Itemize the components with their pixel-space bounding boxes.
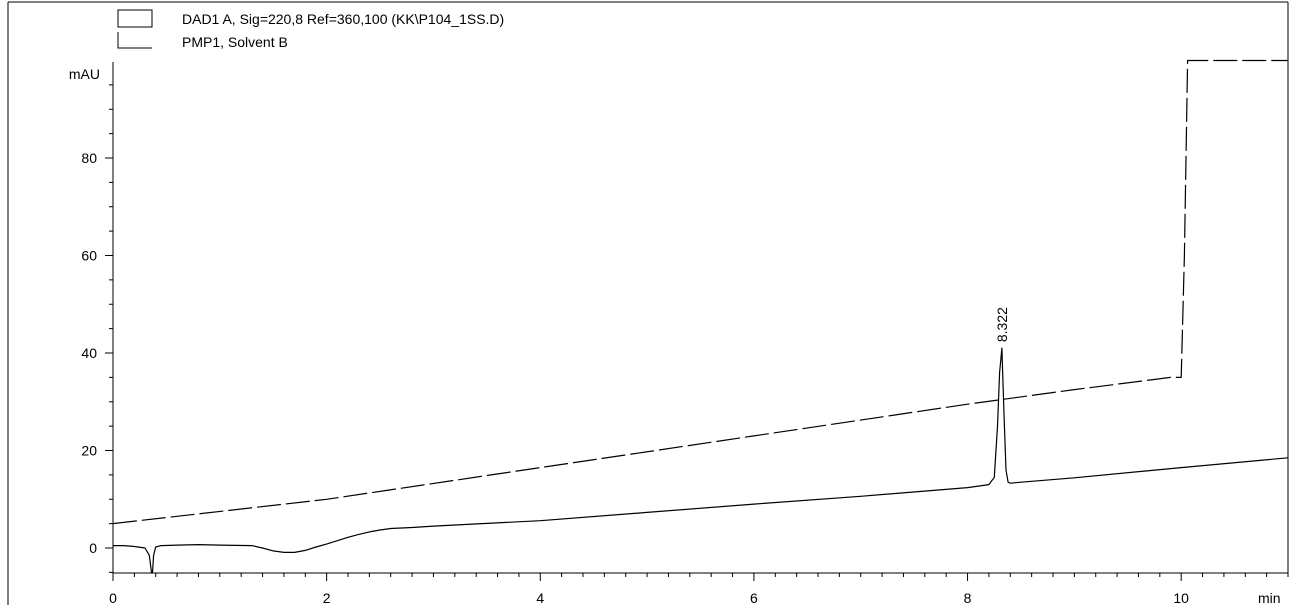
y-tick-label: 80	[81, 150, 97, 166]
x-tick-label: 2	[323, 590, 331, 606]
annotation-layer: 8.322	[994, 307, 1010, 342]
series-line-pmp1	[112, 59, 1288, 525]
peak-annotation-label: 8.322	[994, 307, 1010, 342]
series-line-dad1	[113, 347, 1289, 574]
legend-label-dad1: DAD1 A, Sig=220,8 Ref=360,100 (KK\P104_1…	[182, 11, 504, 27]
axis-ticks: 0 2 4 6 8 10 0 20 40 60 80	[81, 84, 1289, 606]
legend-solid-swatch	[117, 9, 153, 28]
legend: DAD1 A, Sig=220,8 Ref=360,100 (KK\P104_1…	[117, 9, 504, 50]
x-tick-label: 10	[1173, 590, 1189, 606]
y-tick-label: 60	[81, 248, 97, 264]
x-tick-label: 8	[964, 590, 972, 606]
x-tick-label: 6	[750, 590, 758, 606]
y-tick-label: 20	[81, 443, 97, 459]
x-tick-label: 4	[536, 590, 544, 606]
x-axis-label: min	[1258, 590, 1281, 606]
series-layer	[112, 59, 1289, 574]
y-tick-label: 0	[89, 540, 97, 556]
x-tick-label: 0	[109, 590, 117, 606]
legend-label-pmp1: PMP1, Solvent B	[182, 34, 288, 50]
y-axis-label: mAU	[69, 66, 100, 82]
legend-dashed-swatch	[117, 32, 152, 49]
y-tick-label: 40	[81, 345, 97, 361]
